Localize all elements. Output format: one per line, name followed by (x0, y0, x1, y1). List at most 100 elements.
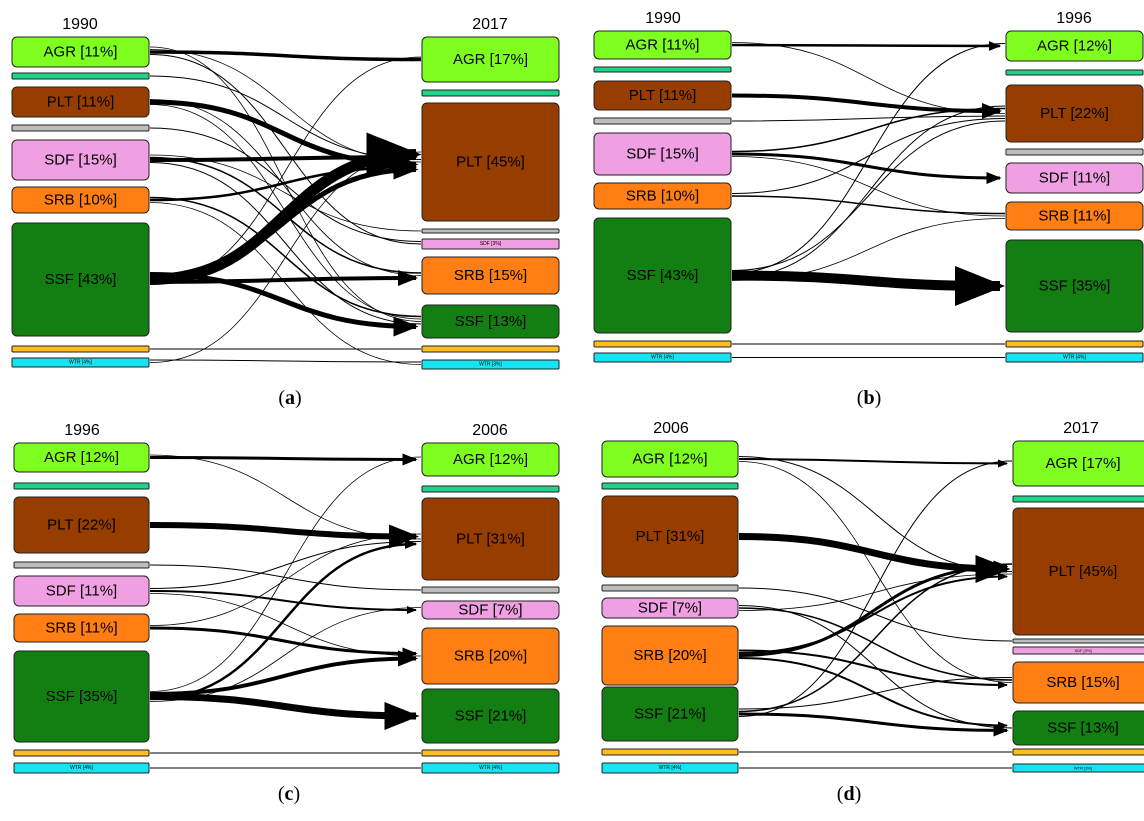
flow-sdf-to-gry (149, 154, 422, 232)
right-node-label-wtr: WTR [4%] (1063, 355, 1086, 361)
right-year-label: 2017 (472, 16, 508, 33)
right-node-label-agr: AGR [17%] (1045, 455, 1120, 472)
right-node-min-1 (421, 485, 560, 493)
right-node-sdf-4 (1012, 646, 1144, 655)
left-node-label-wtr: WTR [4%] (70, 765, 93, 771)
left-node-label-wtr: WTR [4%] (659, 765, 682, 771)
panel-caption: (a) (278, 387, 301, 409)
flow-agr-to-agr (149, 453, 418, 466)
right-node-srb-5 (1012, 661, 1144, 704)
left-node-label-sdf: SDF [15%] (44, 152, 117, 169)
left-node-label-agr: AGR [11%] (44, 44, 118, 61)
flow-ssf-to-srb (738, 677, 1013, 710)
left-node-label-srb: SRB [20%] (633, 647, 706, 664)
flow-agr-to-agr (738, 458, 1008, 468)
right-node-label-sdf: SDF [11%] (1039, 170, 1110, 187)
right-node-label-srb: SRB [15%] (454, 267, 527, 284)
flow-srb-to-srb (731, 195, 1006, 215)
flow-gry-to-gry (738, 587, 1013, 642)
panel-d: AGR [12%] PLT [31%] SDF [7%] SRB [20%] SSF [… (601, 420, 1144, 805)
flow-gry-to-plt (731, 115, 1006, 122)
flow-ssf-to-ssf (149, 693, 420, 730)
panel-caption: (b) (857, 387, 881, 409)
flow-srb-to-srb (738, 649, 1008, 689)
right-node-plt-2 (1005, 84, 1144, 143)
flow-sdf-to-plt (731, 107, 1006, 153)
left-node-sdf-4 (601, 597, 739, 619)
right-node-srb-5 (421, 627, 560, 685)
left-node-label-sdf: SDF [7%] (638, 600, 702, 617)
right-node-ssf-6 (1005, 239, 1144, 333)
left-node-ylw-7 (13, 749, 150, 757)
flow-sdf-to-ssf (149, 162, 422, 325)
flow-srb-to-plt (731, 118, 1006, 194)
flow-ssf-to-plt (731, 120, 1006, 271)
flow-sdf-to-plt (738, 573, 1013, 611)
right-node-wtr-8 (421, 762, 560, 774)
right-node-plt-2 (421, 497, 560, 581)
left-node-label-ssf: SSF [43%] (627, 267, 699, 284)
left-node-gry-3 (601, 584, 739, 592)
left-node-sdf-4 (593, 132, 732, 176)
panel-c: AGR [12%] PLT [22%] SDF [11%] SRB [11%] SSF … (13, 422, 560, 805)
right-node-label-ssf: SSF [13%] (1047, 720, 1119, 737)
right-node-label-srb: SRB [15%] (1046, 674, 1119, 691)
left-node-gry-3 (593, 117, 732, 125)
right-year-label: 1996 (1056, 10, 1092, 27)
flow-sdf-to-sdf (149, 590, 417, 614)
flow-agr-to-agr (731, 40, 1002, 51)
flow-ssf-to-plt (149, 159, 419, 280)
flow-ssf-to-agr (149, 56, 422, 285)
right-node-label-srb: SRB [20%] (454, 648, 527, 665)
left-node-ssf-6 (593, 217, 732, 334)
flow-wtr-to-plt (149, 151, 422, 363)
right-node-wtr-8 (421, 359, 560, 370)
left-node-agr-0 (593, 30, 732, 60)
left-node-ssf-6 (11, 222, 150, 337)
left-node-label-plt: PLT [31%] (636, 528, 705, 545)
flow-sdf-to-srb (149, 593, 422, 657)
flow-wtr-to-wtr (149, 359, 422, 363)
left-node-min-1 (11, 72, 150, 80)
left-node-srb-5 (593, 182, 732, 210)
right-node-ylw-7 (421, 345, 560, 353)
left-node-agr-0 (601, 440, 739, 478)
flow-srb-to-srb (149, 626, 418, 660)
left-node-label-srb: SRB [10%] (44, 192, 117, 209)
right-node-srb-5 (421, 256, 560, 295)
left-node-agr-0 (13, 442, 150, 473)
left-node-label-wtr: WTR [4%] (651, 355, 674, 361)
flow-gry-to-gry (149, 564, 422, 591)
flow-agr-to-agr (149, 50, 422, 62)
left-node-srb-5 (11, 186, 150, 214)
left-node-label-agr: AGR [12%] (632, 451, 707, 468)
flow-min-to-plt (149, 75, 422, 160)
right-year-label: 2006 (472, 422, 508, 439)
flow-ssf-to-plt (738, 563, 1013, 713)
left-node-min-1 (593, 66, 732, 73)
right-node-agr-0 (1005, 30, 1144, 62)
right-node-sdf-4 (421, 238, 560, 250)
left-node-agr-0 (11, 36, 150, 68)
panel-caption: (c) (278, 783, 300, 805)
right-node-label-agr: AGR [17%] (453, 51, 528, 68)
flow-srb-to-ssf (738, 657, 1008, 730)
right-node-label-plt: PLT [22%] (1040, 105, 1109, 122)
left-node-label-plt: PLT [22%] (47, 517, 116, 534)
left-node-label-wtr: WTR [4%] (69, 360, 92, 366)
left-year-label: 1996 (64, 422, 100, 439)
left-node-plt-2 (13, 496, 150, 554)
left-node-label-sdf: SDF [15%] (626, 146, 699, 163)
left-node-ssf-6 (601, 686, 739, 742)
flow-ssf-to-plt (731, 105, 1006, 279)
flows (738, 456, 1013, 769)
right-node-gry-3 (421, 586, 560, 594)
flow-ssf-to-agr (731, 43, 1006, 274)
right-node-plt-2 (1012, 507, 1144, 636)
flow-ssf-to-agr (738, 460, 1013, 717)
left-node-gry-3 (13, 561, 150, 569)
left-node-min-1 (13, 482, 150, 490)
flow-ssf-to-srb (149, 650, 418, 696)
panel-caption: (d) (837, 783, 861, 805)
right-node-agr-0 (421, 442, 560, 477)
